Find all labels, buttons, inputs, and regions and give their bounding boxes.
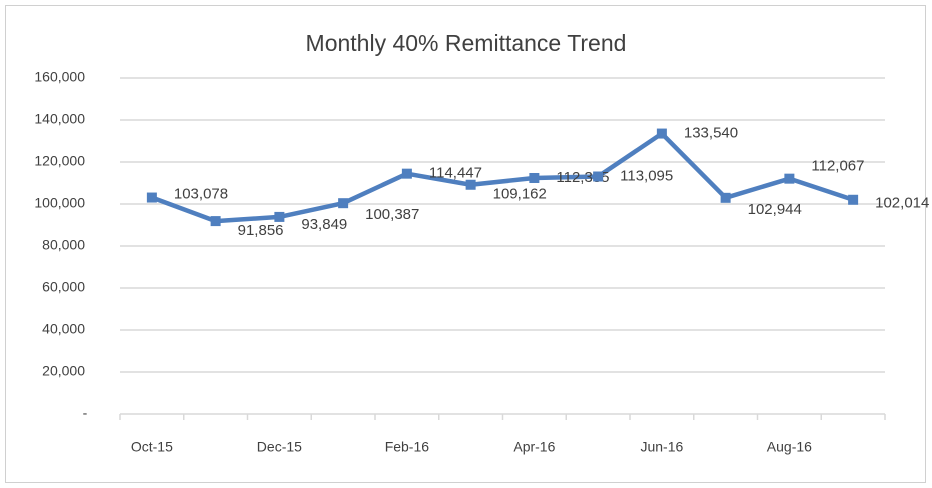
x-tick-label: Dec-15: [257, 439, 302, 455]
marker: [529, 172, 540, 183]
y-tick-label: -: [83, 405, 88, 421]
marker: [274, 211, 285, 222]
marker: [338, 198, 349, 209]
data-label: 133,540: [684, 125, 738, 142]
data-label: 102,014: [875, 195, 929, 212]
marker: [656, 128, 667, 139]
data-label: 109,162: [493, 186, 547, 203]
x-tick-label: Feb-16: [385, 439, 430, 455]
data-label: 100,387: [365, 206, 419, 223]
data-label: 102,944: [748, 201, 802, 218]
marker: [593, 171, 604, 182]
x-tick-label: Aug-16: [767, 439, 812, 455]
x-tick-label: Apr-16: [513, 439, 555, 455]
line: [151, 131, 854, 224]
marker: [784, 173, 795, 184]
y-tick-label: 140,000: [34, 111, 85, 127]
marker: [146, 192, 157, 203]
data-label: 103,078: [174, 186, 228, 203]
data-label: 112,067: [811, 158, 864, 175]
marker: [720, 192, 731, 203]
chart-frame: [5, 5, 926, 483]
y-tick-label: 60,000: [42, 279, 85, 295]
x-tick-label: Jun-16: [640, 439, 683, 455]
data-label: 114,447: [429, 165, 482, 182]
x-tick-label: Oct-15: [131, 439, 173, 455]
data-label: 91,856: [238, 222, 284, 239]
chart-title: Monthly 40% Remittance Trend: [306, 30, 627, 56]
marker: [210, 216, 221, 227]
y-tick-label: 100,000: [34, 195, 85, 211]
marker: [848, 194, 859, 205]
marker: [401, 168, 412, 179]
y-tick-label: 120,000: [34, 153, 85, 169]
y-tick-label: 20,000: [42, 363, 85, 379]
data-label: 93,849: [301, 216, 347, 233]
y-tick-label: 80,000: [42, 237, 85, 253]
data-label: 113,095: [620, 167, 673, 184]
y-tick-label: 40,000: [42, 321, 85, 337]
y-tick-label: 160,000: [34, 69, 85, 85]
marker: [465, 179, 476, 190]
